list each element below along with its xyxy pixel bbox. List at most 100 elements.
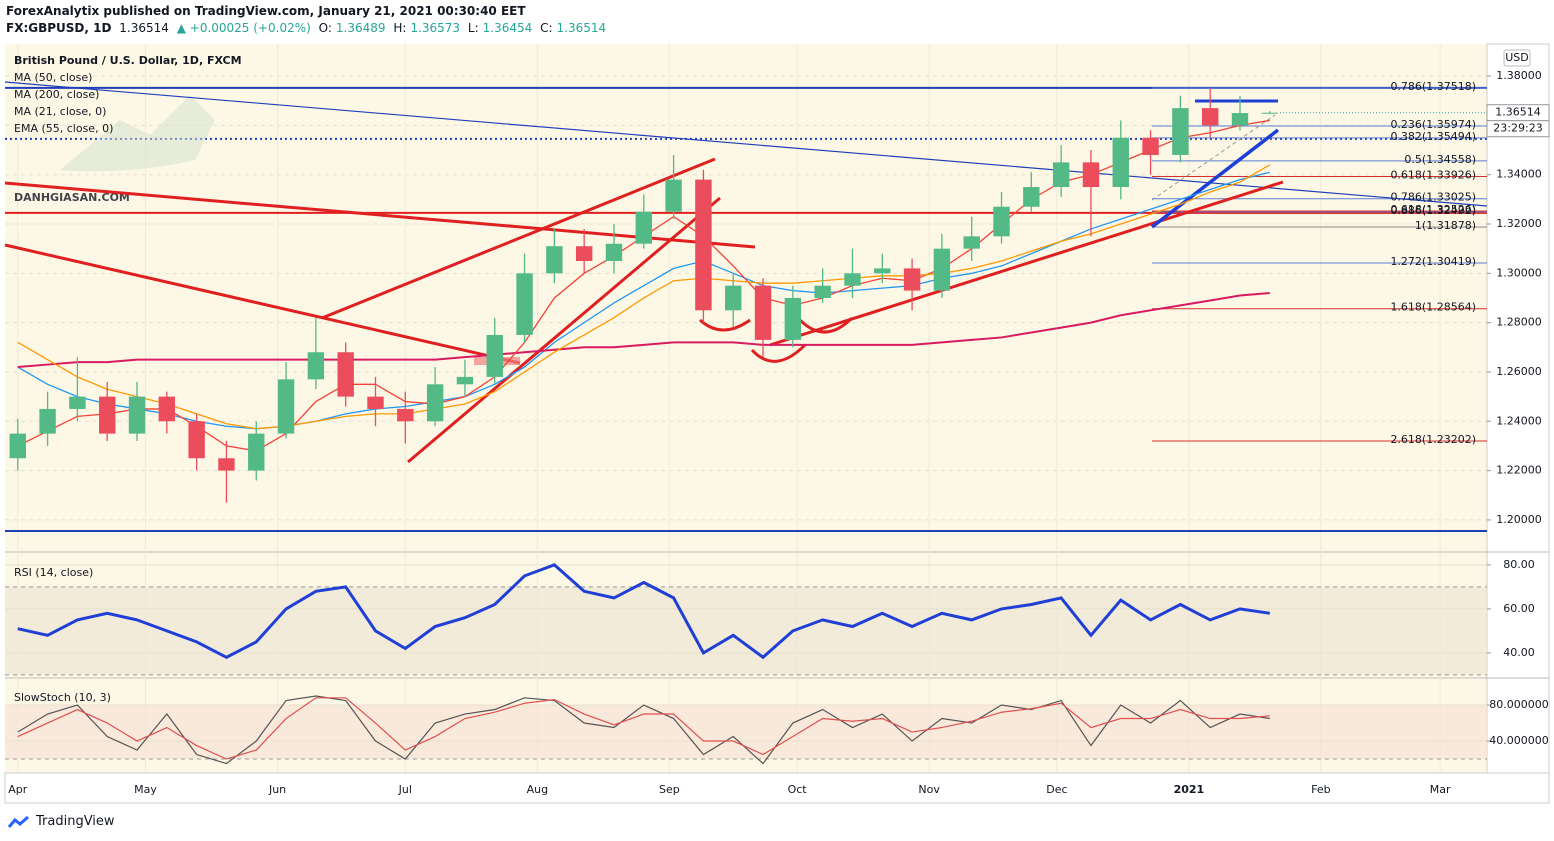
candle-body bbox=[69, 396, 86, 409]
candle-body bbox=[277, 379, 295, 434]
candle-body bbox=[993, 206, 1010, 237]
candle-body bbox=[1023, 187, 1040, 207]
y-tick-label: 1.22000 bbox=[1496, 464, 1542, 477]
candle-body bbox=[337, 352, 354, 397]
trendline bbox=[407, 196, 721, 464]
fib-label: 1(1.31878) bbox=[1415, 219, 1476, 232]
x-tick-label: Sep bbox=[659, 783, 680, 796]
candle-body bbox=[1261, 112, 1279, 114]
header-line: ForexAnalytix published on TradingView.c… bbox=[6, 4, 530, 18]
candle-body bbox=[844, 273, 861, 286]
trendline bbox=[769, 180, 1284, 347]
low: 1.36454 bbox=[482, 21, 533, 35]
watermark: DANHGIASAN.COM bbox=[14, 191, 130, 204]
x-tick-label: Nov bbox=[918, 783, 940, 796]
candle-body bbox=[903, 268, 921, 291]
candle-body bbox=[1052, 162, 1070, 188]
change: ▲ +0.00025 (+0.02%) bbox=[176, 21, 311, 35]
band bbox=[5, 586, 1487, 675]
x-tick-label: Jul bbox=[398, 783, 412, 796]
candle-body bbox=[546, 246, 563, 274]
y-tick-label: 1.28000 bbox=[1496, 316, 1542, 329]
fib-trend bbox=[1151, 114, 1276, 201]
y-tick-label: 1.24000 bbox=[1496, 414, 1542, 427]
candle-body bbox=[486, 334, 503, 377]
series-line bbox=[17, 563, 1271, 660]
watermark-logo bbox=[60, 95, 215, 172]
fib-label: 1.618(1.28564) bbox=[1390, 301, 1476, 314]
candle-body bbox=[99, 396, 116, 434]
fib-label: 2.618(1.23202) bbox=[1390, 433, 1476, 446]
legend-entry: MA (50, close) bbox=[14, 71, 92, 84]
time-axis-background bbox=[4, 772, 1550, 804]
candle-body bbox=[128, 396, 146, 434]
publisher: ForexAnalytix published on TradingView.c… bbox=[6, 4, 526, 18]
candle-body bbox=[188, 421, 205, 459]
y-tick-label: 1.26000 bbox=[1496, 365, 1542, 378]
y-tick-label: 60.00 bbox=[1503, 602, 1535, 615]
x-tick-label: Jun bbox=[268, 783, 286, 796]
candle-body bbox=[397, 408, 414, 422]
x-tick-label: Aug bbox=[527, 783, 548, 796]
chart-title: British Pound / U.S. Dollar, 1D, FXCM bbox=[14, 54, 242, 67]
series-line bbox=[17, 292, 1270, 369]
series-line bbox=[17, 695, 1270, 765]
trendline bbox=[321, 157, 716, 320]
open-label: O: bbox=[318, 21, 332, 35]
candle-body bbox=[158, 396, 176, 422]
candle-body bbox=[426, 384, 444, 422]
footer: TradingView bbox=[8, 814, 115, 829]
candle-body bbox=[1082, 162, 1100, 188]
y-tick-label: 1.20000 bbox=[1496, 513, 1542, 526]
fib-label: 1.272(1.30419) bbox=[1390, 255, 1476, 268]
price-axis-background bbox=[1486, 43, 1550, 774]
candle-body bbox=[1201, 108, 1219, 126]
candle-body bbox=[248, 433, 265, 471]
layer: 1.380001.360001.340001.320001.300001.280… bbox=[8, 49, 1550, 796]
band bbox=[5, 705, 1487, 760]
symbol: FX:GBPUSD, 1D bbox=[6, 21, 112, 35]
panel-title: SlowStoch (10, 3) bbox=[14, 691, 111, 704]
candle-body bbox=[39, 408, 56, 434]
y-tick-label: 1.38000 bbox=[1496, 69, 1542, 82]
candle-body bbox=[754, 285, 772, 340]
candle-body bbox=[605, 243, 623, 261]
chart: DANHGIASAN.COM 1.380001.360001.340001.32… bbox=[4, 43, 1550, 804]
candle-body bbox=[1112, 137, 1129, 188]
candle-body bbox=[367, 396, 384, 409]
layer: DANHGIASAN.COM bbox=[5, 44, 1487, 772]
pattern-arc bbox=[698, 318, 751, 332]
candle-body bbox=[575, 246, 593, 261]
fib-label: 0.382(1.35494) bbox=[1390, 130, 1476, 143]
legend-entry: EMA (55, close, 0) bbox=[14, 122, 113, 135]
candle-body bbox=[307, 352, 325, 380]
fib-label: 0.5(1.34558) bbox=[1404, 153, 1476, 166]
open: 1.36489 bbox=[335, 21, 386, 35]
y-tick-label: 80.000000 bbox=[1489, 698, 1549, 711]
drawings bbox=[4, 81, 1488, 464]
x-tick-label: Mar bbox=[1430, 783, 1451, 796]
candle-body bbox=[456, 376, 474, 385]
legend-entry: MA (200, close) bbox=[14, 88, 99, 101]
high: 1.36573 bbox=[410, 21, 461, 35]
trendline bbox=[4, 81, 1488, 207]
candle-body bbox=[874, 268, 891, 274]
candle-body bbox=[1172, 108, 1189, 155]
candle-body bbox=[635, 211, 652, 244]
candle-body bbox=[963, 236, 980, 249]
trendline bbox=[1150, 128, 1280, 229]
y-tick-label: 40.00 bbox=[1503, 646, 1535, 659]
fib-label: 0.236(1.35974) bbox=[1390, 118, 1476, 131]
fib-label: 0.786(1.33025) bbox=[1390, 191, 1476, 204]
candle-body bbox=[1231, 113, 1249, 126]
legend-entry: MA (21, close, 0) bbox=[14, 105, 106, 118]
candle-body bbox=[516, 273, 533, 335]
high-label: H: bbox=[393, 21, 407, 35]
fib-label: 0.618(1.32526) bbox=[1390, 203, 1476, 216]
x-tick-label: Feb bbox=[1311, 783, 1330, 796]
y-tick-label: 1.34000 bbox=[1496, 168, 1542, 181]
fib-label: 0.786(1.37518) bbox=[1390, 80, 1476, 93]
last-price-label: 1.36514 bbox=[1495, 106, 1541, 119]
pattern-arc bbox=[798, 316, 854, 334]
